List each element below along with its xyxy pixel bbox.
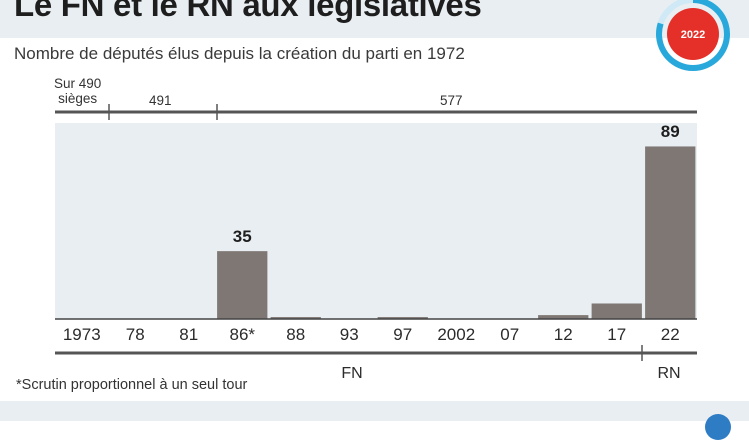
badge-label: 2022 bbox=[681, 29, 705, 41]
bar-22 bbox=[645, 146, 696, 319]
chart-title: Le FN et le RN aux législatives bbox=[14, 0, 482, 23]
x-tick-label: 17 bbox=[607, 325, 627, 344]
footnote: *Scrutin proportionnel à un seul tour bbox=[16, 377, 248, 393]
year-badge: 2022 bbox=[656, 0, 730, 71]
x-tick-label: 93 bbox=[339, 325, 359, 344]
footer-band bbox=[0, 401, 749, 421]
x-tick-label: 22 bbox=[660, 325, 680, 344]
x-tick-label: 1973 bbox=[62, 325, 101, 344]
plot-area bbox=[55, 123, 697, 319]
header-band bbox=[0, 0, 749, 38]
x-tick-label: 88 bbox=[286, 325, 306, 344]
chart-subtitle: Nombre de députés élus depuis la créatio… bbox=[14, 44, 465, 63]
bar-97 bbox=[377, 317, 428, 319]
seat-group-label-line2: sièges bbox=[58, 91, 98, 106]
seat-group-577: 577 bbox=[440, 93, 463, 108]
seat-group-491: 491 bbox=[149, 93, 172, 108]
logo-icon bbox=[705, 414, 731, 440]
bar-86-star bbox=[217, 251, 268, 319]
data-label: 35 bbox=[232, 227, 252, 247]
x-tick-label: 81 bbox=[179, 325, 199, 344]
x-tick-label: 97 bbox=[393, 325, 413, 344]
party-label-fn: FN bbox=[341, 365, 363, 382]
x-tick-label: 78 bbox=[125, 325, 145, 344]
data-label: 89 bbox=[660, 122, 680, 142]
bar-12 bbox=[538, 315, 589, 319]
bar-88 bbox=[270, 317, 321, 319]
x-tick-label: 86* bbox=[229, 325, 256, 344]
seat-group-label-line1: Sur 490 bbox=[54, 76, 102, 91]
x-tick-label: 2002 bbox=[437, 325, 476, 344]
party-label-rn: RN bbox=[657, 365, 681, 382]
x-tick-label: 12 bbox=[553, 325, 573, 344]
bars-group bbox=[217, 146, 696, 319]
bar-17 bbox=[591, 303, 642, 319]
bar-chart bbox=[55, 104, 697, 361]
x-tick-label: 07 bbox=[500, 325, 520, 344]
seat-group-490: Sur 490 sièges bbox=[54, 76, 101, 106]
